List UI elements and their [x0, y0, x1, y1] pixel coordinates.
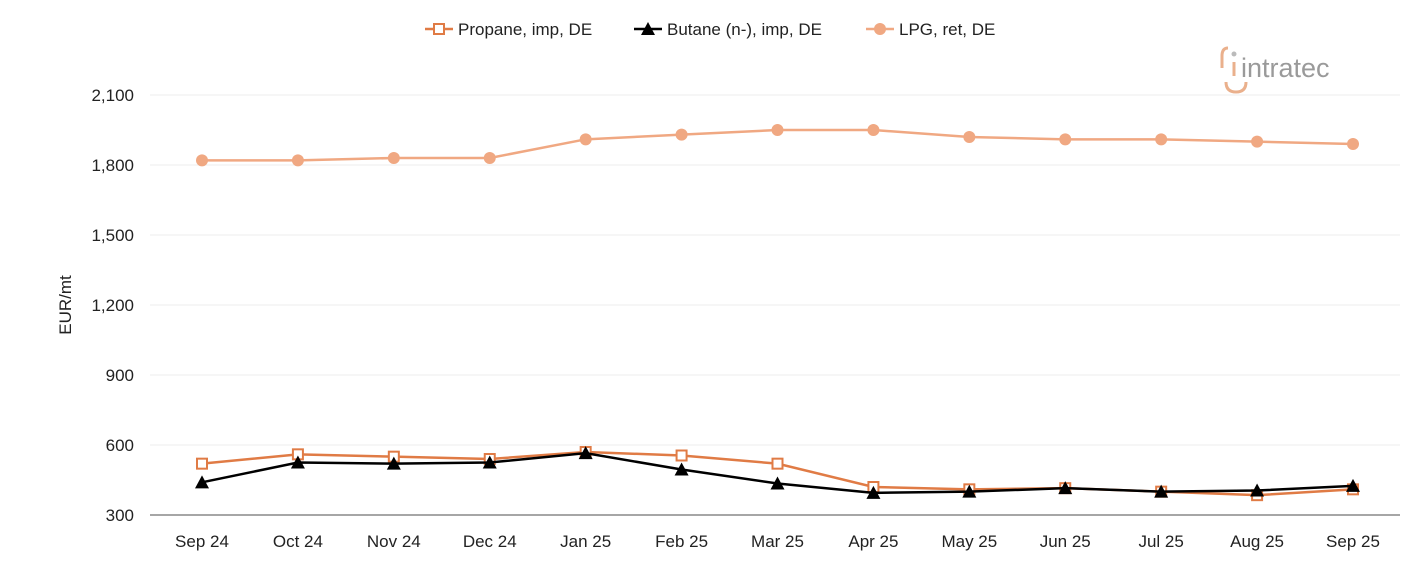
legend-marker	[433, 23, 445, 35]
data-point	[1346, 478, 1360, 492]
data-point	[579, 133, 592, 146]
series-2	[196, 124, 1359, 167]
y-tick-label: 600	[106, 436, 134, 455]
x-tick-label: Jun 25	[1040, 532, 1091, 551]
data-point	[866, 485, 881, 499]
data-point	[1251, 135, 1264, 148]
x-tick-label: Apr 25	[848, 532, 898, 551]
x-tick-label: Sep 24	[175, 532, 229, 551]
x-tick-label: Mar 25	[751, 532, 804, 551]
logo-icon	[1220, 46, 1248, 94]
data-point	[196, 154, 208, 167]
y-tick-label: 900	[106, 366, 134, 385]
y-tick-label: 1,200	[91, 296, 134, 315]
series-1	[195, 446, 1360, 499]
data-point	[195, 475, 209, 489]
x-tick-label: Oct 24	[273, 532, 323, 551]
x-tick-label: Jan 25	[560, 532, 611, 551]
logo-text: intratec	[1241, 53, 1330, 83]
legend-label: Propane, imp, DE	[458, 20, 592, 39]
data-point	[1059, 133, 1072, 146]
x-tick-label: Sep 25	[1326, 532, 1380, 551]
x-axis-ticks: Sep 24 Oct 24 Nov 24 Dec 24 Jan 25 Feb 25 Mar …	[175, 532, 1380, 551]
legend: Propane, imp, DE Butane (n-), imp, DE LPG,…	[425, 20, 995, 39]
y-tick-label: 2,100	[91, 86, 134, 105]
y-axis-label: EUR/mt	[56, 275, 75, 335]
data-point	[675, 128, 688, 141]
data-point	[196, 457, 208, 470]
logo-icon-dot	[1231, 51, 1237, 57]
data-point	[1155, 133, 1168, 146]
y-tick-label: 1,500	[91, 226, 134, 245]
legend-label: LPG, ret, DE	[899, 20, 995, 39]
x-tick-label: Jul 25	[1138, 532, 1183, 551]
data-point	[1154, 484, 1169, 498]
legend-marker	[641, 22, 655, 35]
logo: intratec	[1220, 46, 1330, 94]
data-point	[483, 152, 496, 164]
legend-marker	[874, 23, 886, 35]
legend-label: Butane (n-), imp, DE	[667, 20, 822, 39]
data-point	[290, 455, 305, 469]
data-point	[963, 131, 976, 143]
x-tick-label: May 25	[941, 532, 997, 551]
data-point	[386, 456, 401, 470]
data-point	[867, 124, 880, 136]
data-point	[1347, 138, 1359, 150]
legend-item: LPG, ret, DE	[866, 20, 995, 39]
data-point	[291, 154, 304, 167]
data-point	[1250, 483, 1265, 497]
gridlines	[150, 94, 1400, 516]
data-point	[1058, 481, 1073, 495]
x-tick-label: Dec 24	[463, 532, 517, 551]
legend-item: Butane (n-), imp, DE	[634, 20, 822, 39]
legend-item: Propane, imp, DE	[425, 20, 592, 39]
x-tick-label: Aug 25	[1230, 532, 1284, 551]
series-group	[195, 124, 1360, 502]
data-point	[482, 455, 497, 469]
data-point	[771, 124, 784, 136]
y-axis-ticks: 300 600 900 1,200 1,500 1,800 2,100	[91, 86, 134, 525]
y-tick-label: 1,800	[91, 156, 134, 175]
data-point	[771, 457, 784, 470]
data-point	[578, 446, 593, 460]
data-point	[675, 449, 688, 462]
y-tick-label: 300	[106, 506, 134, 525]
data-point	[387, 152, 400, 164]
x-tick-label: Nov 24	[367, 532, 421, 551]
data-point	[770, 476, 785, 490]
data-point	[674, 462, 689, 476]
x-tick-label: Feb 25	[655, 532, 708, 551]
data-point	[962, 484, 977, 498]
